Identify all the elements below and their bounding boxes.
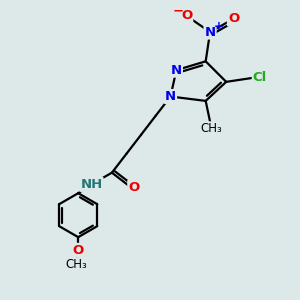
- Text: O: O: [73, 244, 84, 257]
- Text: O: O: [128, 181, 140, 194]
- Text: N: N: [171, 64, 182, 76]
- Text: O: O: [228, 12, 239, 25]
- Text: −: −: [172, 4, 183, 17]
- Text: N: N: [165, 90, 176, 103]
- Text: O: O: [181, 9, 192, 22]
- Text: NH: NH: [80, 178, 103, 191]
- Text: CH₃: CH₃: [66, 259, 88, 272]
- Text: CH₃: CH₃: [201, 122, 222, 135]
- Text: +: +: [214, 20, 224, 33]
- Text: Cl: Cl: [253, 71, 267, 84]
- Text: N: N: [205, 26, 216, 38]
